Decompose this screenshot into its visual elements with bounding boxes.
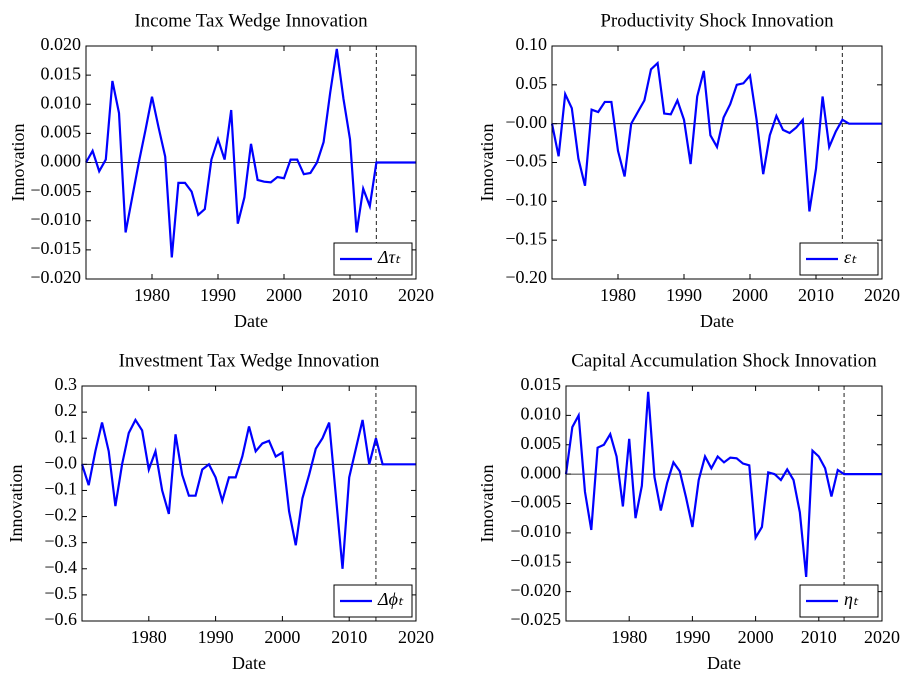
y-tick-label: 0.2 [55, 400, 78, 420]
legend-label: Δϕₜ [377, 589, 404, 609]
x-axis-label: Date [707, 653, 741, 673]
chart-title: Capital Accumulation Shock Innovation [571, 350, 877, 371]
y-axis-label: Innovation [8, 124, 28, 202]
y-axis-label: Innovation [477, 465, 497, 543]
y-tick-label: −0.020 [510, 580, 561, 600]
legend-box [799, 584, 879, 618]
plot-frame [565, 385, 883, 622]
x-tick-label: 2010 [801, 627, 837, 647]
x-tick-label: 1990 [674, 627, 710, 647]
y-axis-label: Innovation [477, 124, 497, 202]
y-tick-label: 0.1 [55, 426, 78, 446]
y-tick-label: −0.00 [505, 112, 547, 132]
x-tick-label: 2010 [331, 627, 367, 647]
y-tick-label: 0.000 [41, 151, 82, 171]
y-tick-label: 0.015 [521, 374, 562, 394]
plot-frame [85, 45, 417, 280]
y-tick-label: −0.5 [44, 583, 77, 603]
y-tick-label: −0.15 [505, 228, 547, 248]
y-tick-label: 0.005 [41, 122, 82, 142]
series-line [80, 417, 416, 569]
y-tick-label: −0.005 [30, 180, 81, 200]
x-tick-label: 2020 [398, 285, 434, 305]
y-tick-label: −0.0 [44, 452, 77, 472]
y-axis-label: Innovation [6, 465, 26, 543]
y-tick-label: 0.3 [55, 374, 78, 394]
y-tick-label: 0.010 [521, 404, 562, 424]
x-axis-label: Date [234, 311, 268, 331]
y-tick-label: −0.10 [505, 189, 547, 209]
plot-frame [551, 45, 883, 280]
series-line [550, 60, 882, 212]
series-line [85, 48, 416, 258]
chart-title: Productivity Shock Innovation [600, 10, 834, 31]
x-axis-label: Date [700, 311, 734, 331]
legend-label: ηₜ [844, 589, 859, 609]
chart-title: Income Tax Wedge Innovation [134, 10, 368, 31]
y-tick-label: 0.10 [516, 34, 548, 54]
y-tick-label: 0.010 [41, 92, 82, 112]
y-tick-label: −0.2 [44, 505, 77, 525]
x-tick-label: 1980 [600, 285, 636, 305]
x-tick-label: 2000 [266, 285, 302, 305]
x-tick-label: 1980 [134, 285, 170, 305]
y-tick-label: 0.005 [521, 433, 562, 453]
x-tick-label: 1980 [131, 627, 167, 647]
x-tick-label: 2020 [864, 627, 900, 647]
x-tick-label: 2020 [398, 627, 434, 647]
y-tick-label: 0.015 [41, 63, 82, 83]
y-tick-label: −0.025 [510, 609, 561, 629]
y-tick-label: 0.05 [516, 73, 548, 93]
legend-label: Δτₜ [377, 247, 401, 267]
x-tick-label: 1990 [200, 285, 236, 305]
y-tick-label: 0.000 [521, 462, 562, 482]
x-tick-label: 1990 [666, 285, 702, 305]
x-tick-label: 2010 [798, 285, 834, 305]
y-tick-label: −0.020 [30, 267, 81, 287]
chart-title: Investment Tax Wedge Innovation [119, 350, 380, 371]
y-tick-label: −0.1 [44, 479, 77, 499]
y-tick-label: −0.20 [505, 267, 547, 287]
x-axis-label: Date [232, 653, 266, 673]
y-tick-label: −0.4 [44, 557, 77, 577]
x-tick-label: 2000 [738, 627, 774, 647]
plot-frame [81, 385, 417, 622]
x-tick-label: 2000 [732, 285, 768, 305]
y-tick-label: −0.005 [510, 492, 561, 512]
y-tick-label: −0.010 [30, 209, 81, 229]
legend-label: εₜ [844, 247, 857, 267]
y-tick-label: −0.015 [30, 238, 81, 258]
x-tick-label: 2010 [332, 285, 368, 305]
y-tick-label: −0.010 [510, 521, 561, 541]
x-tick-label: 1990 [198, 627, 234, 647]
series-line [564, 391, 882, 578]
x-tick-label: 2020 [864, 285, 900, 305]
x-tick-label: 1980 [611, 627, 647, 647]
y-tick-label: 0.020 [41, 34, 82, 54]
y-tick-label: −0.015 [510, 550, 561, 570]
y-tick-label: −0.05 [505, 151, 547, 171]
y-tick-label: −0.3 [44, 531, 77, 551]
x-tick-label: 2000 [264, 627, 300, 647]
y-tick-label: −0.6 [44, 609, 77, 629]
